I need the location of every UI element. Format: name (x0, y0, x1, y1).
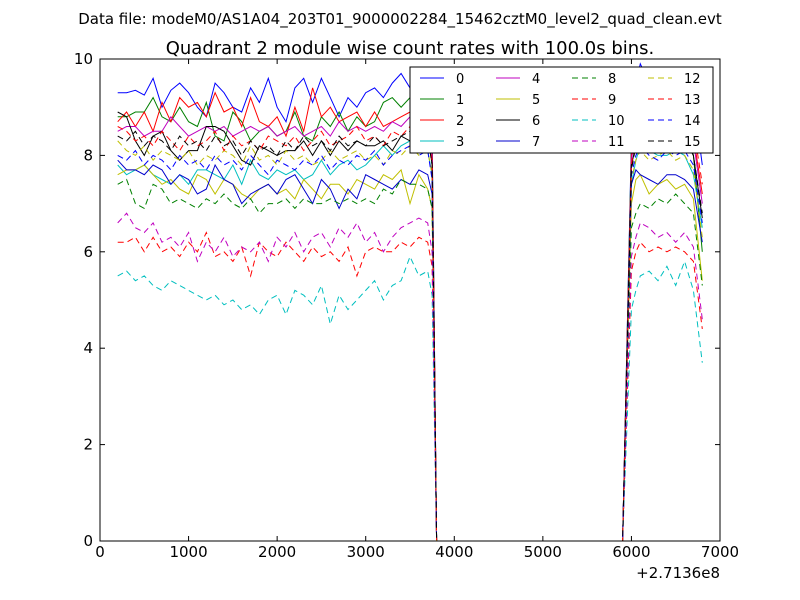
series-line-11 (117, 212, 703, 541)
series-line-10 (117, 255, 703, 541)
suptitle: Data file: modeM0/AS1A04_203T01_90000022… (78, 10, 722, 29)
series-line-13 (117, 82, 703, 541)
legend-label-7: 7 (532, 135, 540, 150)
legend-label-0: 0 (456, 72, 464, 87)
series-line-15 (117, 130, 703, 541)
legend-label-14: 14 (684, 114, 701, 129)
legend-label-10: 10 (608, 114, 625, 129)
series-line-5 (117, 164, 703, 541)
legend-label-6: 6 (532, 114, 540, 129)
x-offset-label: +2.7136e8 (636, 564, 720, 582)
legend-label-5: 5 (532, 93, 540, 108)
series-line-4 (117, 115, 703, 541)
y-tick-label: 4 (83, 339, 93, 357)
plot-frame (99, 58, 721, 542)
y-tick-label: 10 (74, 50, 93, 68)
x-tick-label: 5000 (524, 543, 562, 561)
series-line-8 (117, 178, 703, 541)
series-line-7 (117, 159, 703, 541)
legend-label-8: 8 (608, 72, 616, 87)
legend-label-12: 12 (684, 72, 701, 87)
y-tick-label: 6 (83, 243, 93, 261)
x-tick-label: 4000 (435, 543, 473, 561)
legend-box (409, 66, 714, 154)
x-tick-label: 3000 (347, 543, 385, 561)
legend-label-15: 15 (684, 135, 701, 150)
x-tick-label: 2000 (258, 543, 296, 561)
legend-label-2: 2 (456, 114, 464, 129)
series-line-1 (117, 96, 703, 541)
chart-title: Quadrant 2 module wise count rates with … (166, 38, 655, 59)
legend-label-13: 13 (684, 93, 701, 108)
series-line-2 (117, 87, 703, 541)
legend-label-4: 4 (532, 72, 540, 87)
series-line-6 (117, 111, 703, 541)
x-tick-label: 6000 (612, 543, 650, 561)
x-tick-label: 1000 (169, 543, 207, 561)
series-line-14 (117, 144, 703, 541)
series-line-12 (117, 140, 703, 541)
legend-label-1: 1 (456, 93, 464, 108)
series-line-9 (117, 231, 703, 541)
series-layer (117, 62, 703, 541)
legend-label-11: 11 (608, 135, 625, 150)
series-line-3 (117, 140, 703, 541)
x-tick-label: 7000 (701, 543, 739, 561)
legend-label-3: 3 (456, 135, 464, 150)
y-tick-label: 8 (83, 146, 93, 164)
y-tick-label: 0 (83, 532, 93, 550)
y-tick-label: 2 (83, 436, 93, 454)
x-tick-label: 0 (95, 543, 105, 561)
legend-label-9: 9 (608, 93, 616, 108)
